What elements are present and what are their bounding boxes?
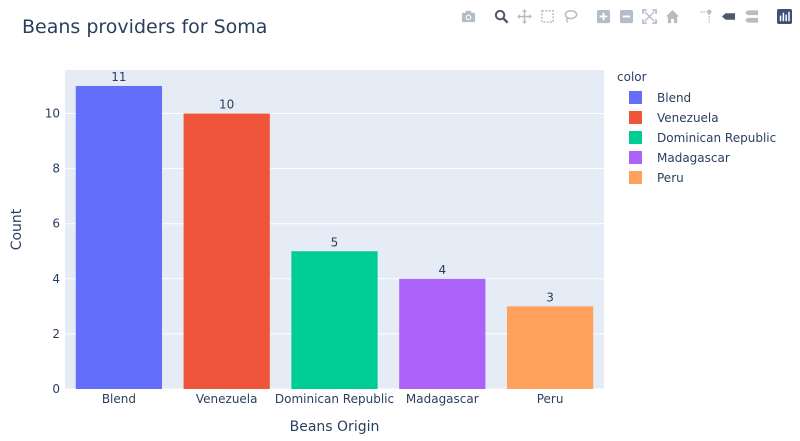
data-label: 3: [546, 290, 554, 304]
bar-venezuela[interactable]: [183, 113, 270, 390]
legend-item-peru[interactable]: Peru: [629, 171, 684, 185]
y-tick-labels: 0 2 4 6 8 10: [45, 107, 60, 396]
x-tick-label: Venezuela: [196, 392, 258, 406]
zoom-icon[interactable]: [492, 7, 511, 26]
legend-label: Madagascar: [657, 151, 730, 165]
legend-swatch: [629, 91, 642, 104]
legend-title: color: [617, 70, 647, 84]
pan-icon[interactable]: [515, 7, 534, 26]
data-labels: 11 10 5 4 3: [111, 70, 554, 304]
autoscale-icon[interactable]: [640, 7, 659, 26]
reset-axes-icon[interactable]: [663, 7, 682, 26]
y-tick-label: 0: [52, 382, 60, 396]
plotly-logo-icon[interactable]: [775, 7, 794, 26]
hover-compare-icon[interactable]: [742, 7, 761, 26]
x-tick-label: Dominican Republic: [275, 392, 394, 406]
bar-blend[interactable]: [75, 85, 163, 390]
legend-label: Peru: [657, 171, 684, 185]
legend-label: Venezuela: [657, 111, 719, 125]
bar-madagascar[interactable]: [399, 278, 486, 389]
lasso-icon[interactable]: [561, 7, 580, 26]
y-tick-label: 4: [52, 272, 60, 286]
y-tick-label: 8: [52, 162, 60, 176]
legend-label: Dominican Republic: [657, 131, 776, 145]
data-label: 11: [111, 70, 126, 84]
legend-item-blend[interactable]: Blend: [629, 91, 691, 105]
legend-swatch: [629, 111, 642, 124]
legend-item-madagascar[interactable]: Madagascar: [629, 151, 730, 165]
bar-dominican-republic[interactable]: [291, 251, 378, 389]
data-label: 5: [331, 235, 339, 249]
y-tick-label: 6: [52, 217, 60, 231]
spike-lines-icon[interactable]: [696, 7, 715, 26]
x-axis-title: Beans Origin: [290, 419, 380, 435]
modebar: [459, 6, 794, 26]
legend-swatch: [629, 171, 642, 184]
zoom-in-icon[interactable]: [594, 7, 613, 26]
chart-title: Beans providers for Soma: [22, 16, 268, 38]
data-label: 4: [438, 263, 446, 277]
legend-swatch: [629, 131, 642, 144]
legend-item-dominican-republic[interactable]: Dominican Republic: [629, 131, 776, 145]
box-select-icon[interactable]: [538, 7, 557, 26]
x-tick-labels: Blend Venezuela Dominican Republic Madagasc…: [102, 392, 564, 406]
x-tick-label: Blend: [102, 392, 136, 406]
y-tick-label: 2: [52, 327, 60, 341]
bar-peru[interactable]: [506, 306, 594, 389]
hover-closest-icon[interactable]: [719, 7, 738, 26]
legend-swatch: [629, 151, 642, 164]
y-tick-label: 10: [45, 107, 60, 121]
legend: color Blend Venezuela Dominican Republic Ma…: [617, 70, 776, 185]
zoom-out-icon[interactable]: [617, 7, 636, 26]
camera-icon[interactable]: [459, 7, 478, 26]
y-axis-title: Count: [9, 208, 25, 250]
data-label: 10: [219, 98, 234, 112]
x-tick-label: Peru: [537, 392, 564, 406]
legend-label: Blend: [657, 91, 691, 105]
x-tick-label: Madagascar: [406, 392, 479, 406]
bars: [75, 85, 594, 390]
legend-item-venezuela[interactable]: Venezuela: [629, 111, 719, 125]
